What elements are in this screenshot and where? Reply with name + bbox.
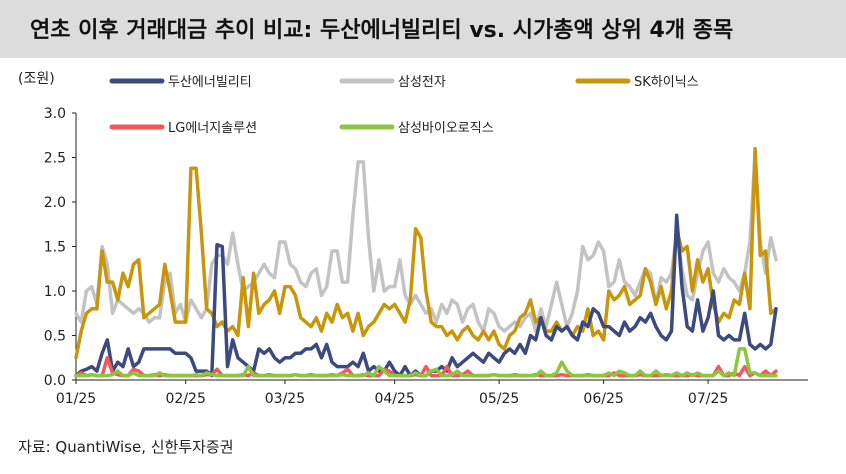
x-tick-label: 07/25 (688, 391, 728, 407)
y-tick-label: 1.5 (44, 240, 66, 256)
source-note: 자료: QuantiWise, 신한투자증권 (18, 438, 234, 456)
series-line-4 (74, 356, 778, 378)
y-tick-label: 2.5 (44, 151, 66, 167)
y-unit-label: (조원) (18, 71, 55, 87)
x-tick-label: 06/25 (583, 391, 623, 407)
legend-label: 두산에너빌리티 (168, 75, 252, 90)
title-bar: 연초 이후 거래대금 추이 비교: 두산에너빌리티 vs. 시가총액 상위 4개… (0, 0, 846, 58)
y-tick-label: 3.0 (44, 106, 66, 122)
legend-label: 삼성전자 (398, 75, 446, 90)
x-tick-label: 01/25 (56, 391, 96, 407)
series-line-3 (74, 146, 778, 360)
legend-label: 삼성바이오로직스 (398, 121, 494, 136)
y-tick-label: 1.0 (44, 284, 66, 300)
y-tick-label: 2.0 (44, 195, 66, 211)
series-line-5 (74, 347, 778, 378)
chart-title: 연초 이후 거래대금 추이 비교: 두산에너빌리티 vs. 시가총액 상위 4개… (30, 18, 734, 43)
x-tick-label: 02/25 (166, 391, 206, 407)
x-tick-label: 05/25 (479, 391, 519, 407)
x-tick-label: 04/25 (374, 391, 414, 407)
legend-label: LG에너지솔루션 (168, 121, 257, 136)
legend-label: SK하이닉스 (634, 75, 699, 90)
x-tick-label: 03/25 (265, 391, 305, 407)
y-tick-label: 0.0 (44, 373, 66, 389)
y-tick-label: 0.5 (44, 329, 66, 345)
